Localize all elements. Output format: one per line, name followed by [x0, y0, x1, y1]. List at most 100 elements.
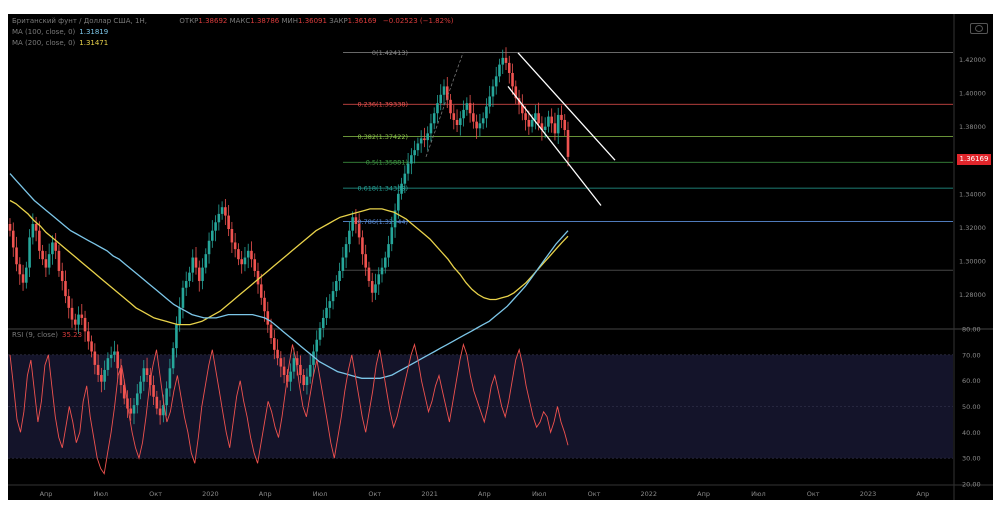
x-tick-label: Апр — [916, 490, 929, 498]
x-tick-label: Окт — [588, 490, 601, 498]
candle-body — [214, 222, 217, 231]
price-tick-label: 1.40000 — [959, 90, 986, 98]
symbol-title: Британский фунт / Доллар США, 1Н, — [12, 17, 147, 25]
candle-body — [77, 314, 80, 325]
x-tick-label: Июл — [313, 490, 328, 498]
candle-body — [400, 183, 403, 194]
fib-level-label: 0.618(1.34339) — [357, 185, 408, 193]
candle-body — [64, 281, 67, 297]
candle-body — [459, 118, 462, 125]
candle-body — [171, 348, 175, 369]
candle-body — [299, 364, 302, 375]
candle-body — [60, 270, 64, 282]
candle-body — [364, 254, 367, 268]
candle-body — [406, 163, 410, 174]
candle-body — [276, 349, 279, 359]
candle-body — [423, 138, 426, 141]
close-label: ЗАКР — [329, 17, 348, 25]
candle-body — [204, 254, 208, 268]
candle-body — [553, 123, 557, 134]
candle-body — [410, 155, 413, 164]
price-tick-label: 1.28000 — [959, 291, 986, 299]
candle-body — [566, 130, 570, 157]
price-tick-label: 1.30000 — [959, 257, 986, 265]
rsi-tick-label: 80.00 — [962, 326, 981, 334]
candle-body — [534, 113, 537, 120]
price-chart[interactable]: 0(1.42413) 0.236(1.39338) 0.382(1.37422) 0.… — [8, 14, 993, 500]
candle-body — [162, 405, 165, 416]
high-label: МАКС — [229, 17, 251, 25]
rsi-legend[interactable]: RSI (9, close) 35.23 — [12, 331, 82, 339]
candle-body — [135, 393, 139, 406]
candle-body — [269, 324, 273, 339]
x-tick-label: Июл — [751, 490, 766, 498]
candle-body — [380, 267, 384, 275]
candle-body — [325, 307, 328, 318]
candle-body — [191, 257, 195, 273]
candle-body — [318, 328, 322, 340]
candle-body — [253, 259, 257, 271]
candle-body — [413, 150, 416, 156]
candle-body — [168, 368, 172, 389]
candle-body — [31, 223, 35, 238]
x-tick-label: 2022 — [641, 490, 658, 498]
candle-body — [47, 254, 51, 268]
x-tick-label: 2023 — [860, 490, 877, 498]
candle-body — [377, 274, 381, 285]
channel-upper-line — [517, 52, 616, 161]
high-value: 1.38786 — [250, 17, 280, 25]
candle-body — [351, 217, 354, 231]
candle-body — [344, 244, 348, 258]
candle-body — [44, 259, 48, 268]
candle-body — [155, 396, 159, 409]
candle-body — [449, 99, 452, 114]
x-tick-label: 2021 — [421, 490, 438, 498]
candle-body — [321, 317, 325, 328]
candles — [8, 47, 570, 425]
candle-body — [57, 250, 61, 271]
candle-body — [462, 109, 465, 119]
fib-level-label: 0(1.42413) — [372, 49, 408, 57]
ma200-legend[interactable]: MA (200, close, 0) 1.31471 — [12, 39, 108, 47]
candle-body — [142, 368, 146, 382]
candle-body — [556, 114, 560, 134]
candle-body — [240, 259, 243, 265]
candle-body — [90, 341, 93, 352]
x-tick-label: Июл — [532, 490, 547, 498]
x-tick-label: Июл — [94, 490, 109, 498]
candle-body — [113, 351, 116, 355]
candle-body — [465, 103, 469, 110]
rsi-tick-label: 60.00 — [962, 377, 981, 385]
candle-body — [507, 62, 511, 73]
candle-body — [38, 230, 41, 251]
camera-icon[interactable] — [970, 23, 988, 34]
candle-body — [292, 358, 296, 372]
candle-body — [106, 358, 110, 370]
fib-swing-line — [425, 52, 464, 158]
candle-body — [237, 249, 240, 260]
candle-body — [328, 301, 332, 308]
candle-body — [403, 173, 407, 184]
candle-body — [15, 247, 18, 265]
rsi-tick-label: 70.00 — [962, 351, 981, 359]
change-value: −0.02523 — [382, 17, 418, 25]
candle-body — [491, 86, 495, 97]
candle-body — [93, 351, 97, 365]
candle-body — [504, 57, 508, 63]
candle-body — [96, 364, 100, 375]
chart-header-row: Британский фунт / Доллар США, 1Н, ОТКР1.… — [12, 17, 453, 25]
candle-body — [220, 207, 224, 214]
candle-body — [367, 267, 371, 282]
ma100-legend[interactable]: MA (100, close, 0) 1.31819 — [12, 28, 108, 36]
candle-body — [393, 210, 397, 228]
candle-body — [468, 103, 472, 114]
candle-body — [537, 113, 540, 124]
chart-frame: 0(1.42413) 0.236(1.39338) 0.382(1.37422) 0.… — [8, 14, 993, 500]
fib-level-label: 0.382(1.37422) — [357, 133, 408, 141]
candle-body — [370, 281, 374, 293]
candle-body — [524, 113, 527, 120]
rsi-line — [9, 342, 569, 475]
candle-body — [116, 351, 119, 369]
candle-body — [432, 113, 436, 124]
candle-body — [217, 213, 221, 223]
